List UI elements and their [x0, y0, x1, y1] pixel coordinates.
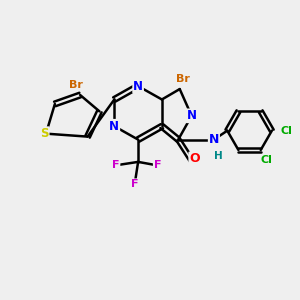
Text: N: N [109, 120, 119, 133]
Text: F: F [154, 160, 161, 170]
Text: F: F [112, 160, 120, 170]
Text: Br: Br [176, 74, 190, 84]
Text: Br: Br [69, 80, 82, 90]
Text: N: N [187, 109, 196, 122]
Text: Cl: Cl [280, 126, 292, 136]
Text: N: N [209, 133, 219, 146]
Text: Cl: Cl [261, 155, 273, 165]
Text: H: H [214, 151, 223, 161]
Text: O: O [189, 152, 200, 165]
Text: F: F [131, 179, 139, 189]
Text: N: N [133, 80, 143, 93]
Text: S: S [40, 127, 49, 140]
